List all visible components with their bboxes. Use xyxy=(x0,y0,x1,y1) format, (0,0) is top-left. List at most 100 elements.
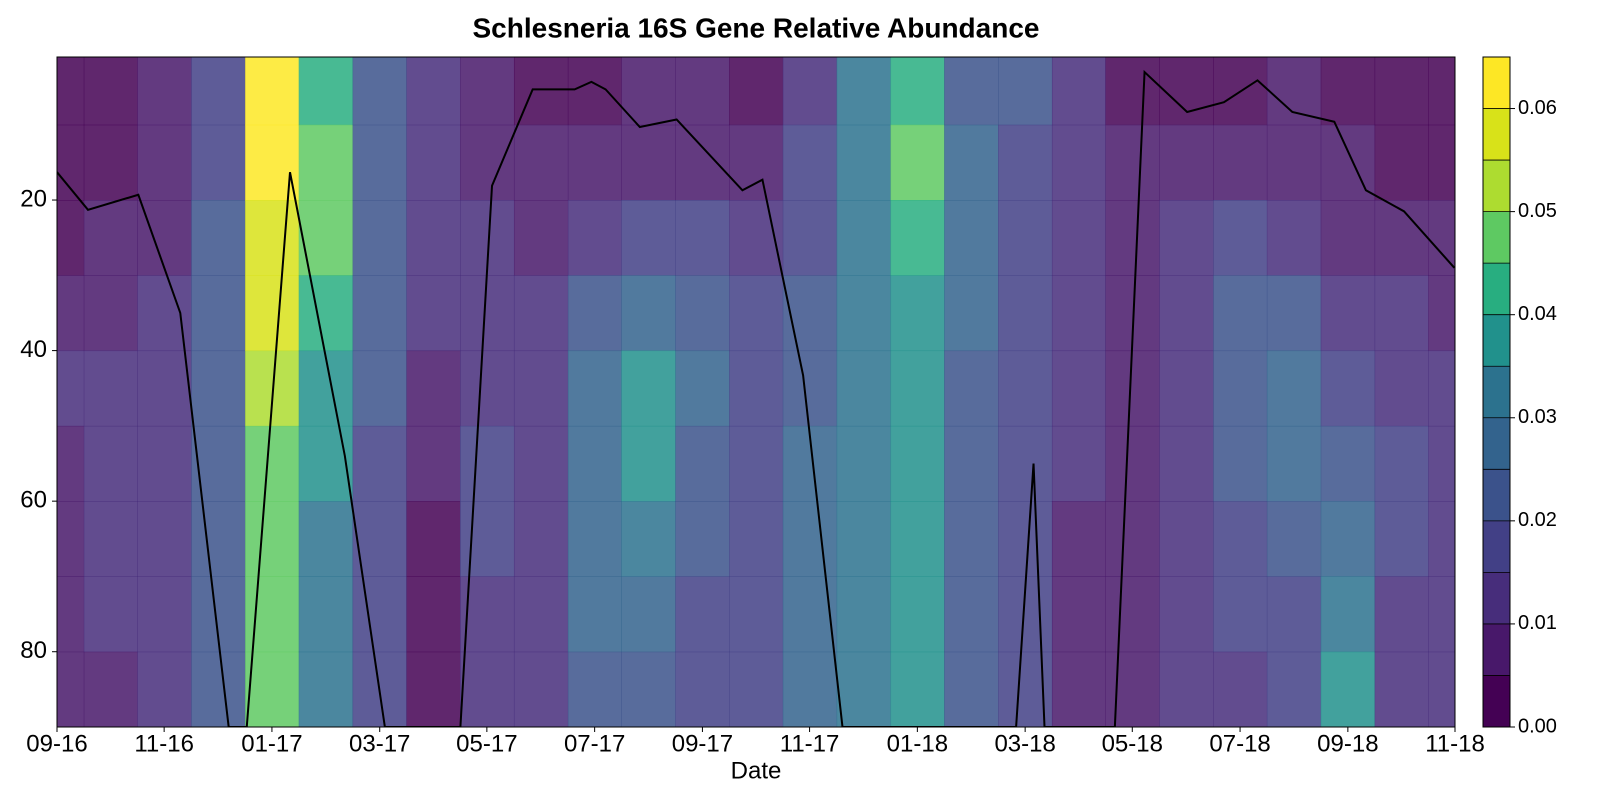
colorbar-band xyxy=(1483,572,1510,624)
contour-cell xyxy=(513,425,569,502)
colorbar-band xyxy=(1483,314,1510,367)
contour-cell xyxy=(890,57,945,126)
x-tick-label: 05-18 xyxy=(1102,730,1163,757)
contour-cell xyxy=(1428,124,1455,201)
contour-cell xyxy=(1374,200,1429,276)
contour-cell xyxy=(1051,124,1106,201)
contour-cell xyxy=(460,425,515,502)
contour-cell xyxy=(352,350,407,427)
contour-cell xyxy=(1213,425,1268,502)
contour-cell xyxy=(406,501,461,577)
contour-cell xyxy=(782,275,838,352)
contour-cell xyxy=(567,576,622,653)
contour-cell xyxy=(352,425,407,502)
contour-cell xyxy=(1213,275,1268,352)
y-tick-label: 20 xyxy=(20,185,47,212)
contour-cell xyxy=(944,651,999,727)
contour-cell xyxy=(890,501,945,577)
x-tick-label: 09-16 xyxy=(26,730,87,757)
contour-cell xyxy=(621,124,676,201)
contour-cell xyxy=(1105,57,1160,126)
contour-cell xyxy=(944,501,999,577)
contour-cell xyxy=(1051,200,1106,276)
contour-cell xyxy=(944,200,999,276)
contour-cell xyxy=(1374,651,1429,727)
colorbar-tick-label: 0.06 xyxy=(1518,97,1557,119)
contour-cell xyxy=(1266,275,1322,352)
colorbar-tick-label: 0.04 xyxy=(1518,303,1557,325)
colorbar-tick-label: 0.00 xyxy=(1518,715,1557,737)
contour-cell xyxy=(1051,501,1106,577)
contour-cell xyxy=(890,651,945,727)
contour-cell xyxy=(1159,501,1214,577)
contour-cell xyxy=(729,576,784,653)
x-tick-label: 07-17 xyxy=(564,730,625,757)
contour-cell xyxy=(729,651,784,727)
x-tick-label: 01-18 xyxy=(887,730,948,757)
contour-cell xyxy=(675,350,730,427)
contour-cell xyxy=(1320,200,1376,276)
contour-cell xyxy=(406,651,461,727)
contour-cell xyxy=(836,57,892,126)
contour-cell xyxy=(836,200,892,276)
y-tick-label: 60 xyxy=(20,487,47,514)
contour-cell xyxy=(1320,425,1376,502)
contour-cell xyxy=(621,57,676,126)
contour-cell xyxy=(1266,651,1322,727)
contour-cell xyxy=(1266,200,1322,276)
colorbar-band xyxy=(1483,160,1510,212)
contour-cell xyxy=(567,425,622,502)
contour-cell xyxy=(57,501,85,577)
colorbar-band xyxy=(1483,211,1510,264)
x-tick-label: 07-18 xyxy=(1209,730,1270,757)
contour-cell xyxy=(729,124,784,201)
contour-cell xyxy=(944,576,999,653)
contour-cell xyxy=(1428,651,1455,727)
contour-cell xyxy=(1105,200,1160,276)
contour-cell xyxy=(191,124,246,201)
contour-cell xyxy=(1051,275,1106,352)
contour-cell xyxy=(1320,124,1376,201)
contour-cell xyxy=(944,425,999,502)
contour-cell xyxy=(191,651,246,727)
y-tick-label: 80 xyxy=(20,637,47,664)
contour-cell xyxy=(1266,57,1322,126)
contour-cell xyxy=(998,501,1053,577)
contour-cell xyxy=(460,124,515,201)
contour-cell xyxy=(1266,124,1322,201)
contour-cell xyxy=(567,350,622,427)
contour-cell xyxy=(513,275,569,352)
contour-cell xyxy=(83,651,138,727)
contour-cell xyxy=(513,200,569,276)
contour-cell xyxy=(298,57,354,126)
contour-cell xyxy=(513,501,569,577)
contour-cell xyxy=(245,501,300,577)
contour-cell xyxy=(1105,651,1160,727)
contour-cell xyxy=(1320,501,1376,577)
contour-cell xyxy=(298,425,354,502)
contour-cell xyxy=(1374,501,1429,577)
colorbar-band xyxy=(1483,57,1510,109)
contour-cell xyxy=(782,501,838,577)
contour-cell xyxy=(406,124,461,201)
contour-cell xyxy=(998,200,1053,276)
colorbar-band xyxy=(1483,675,1510,727)
contour-cell xyxy=(944,57,999,126)
contour-cell xyxy=(137,425,192,502)
contour-cell xyxy=(1159,124,1214,201)
contour-cell xyxy=(137,57,192,126)
plot-frame xyxy=(56,56,1456,728)
contour-cell xyxy=(836,350,892,427)
contour-cell xyxy=(782,651,838,727)
contour-cell xyxy=(621,501,676,577)
contour-cell xyxy=(191,501,246,577)
contour-cell xyxy=(675,200,730,276)
colorbar-tick-label: 0.03 xyxy=(1518,406,1557,428)
contour-cell xyxy=(460,651,515,727)
contour-cell xyxy=(998,425,1053,502)
contour-cell xyxy=(998,124,1053,201)
colorbar-band xyxy=(1483,469,1510,521)
contour-cell xyxy=(890,200,945,276)
contour-cell xyxy=(1213,576,1268,653)
contour-cell xyxy=(83,275,138,352)
